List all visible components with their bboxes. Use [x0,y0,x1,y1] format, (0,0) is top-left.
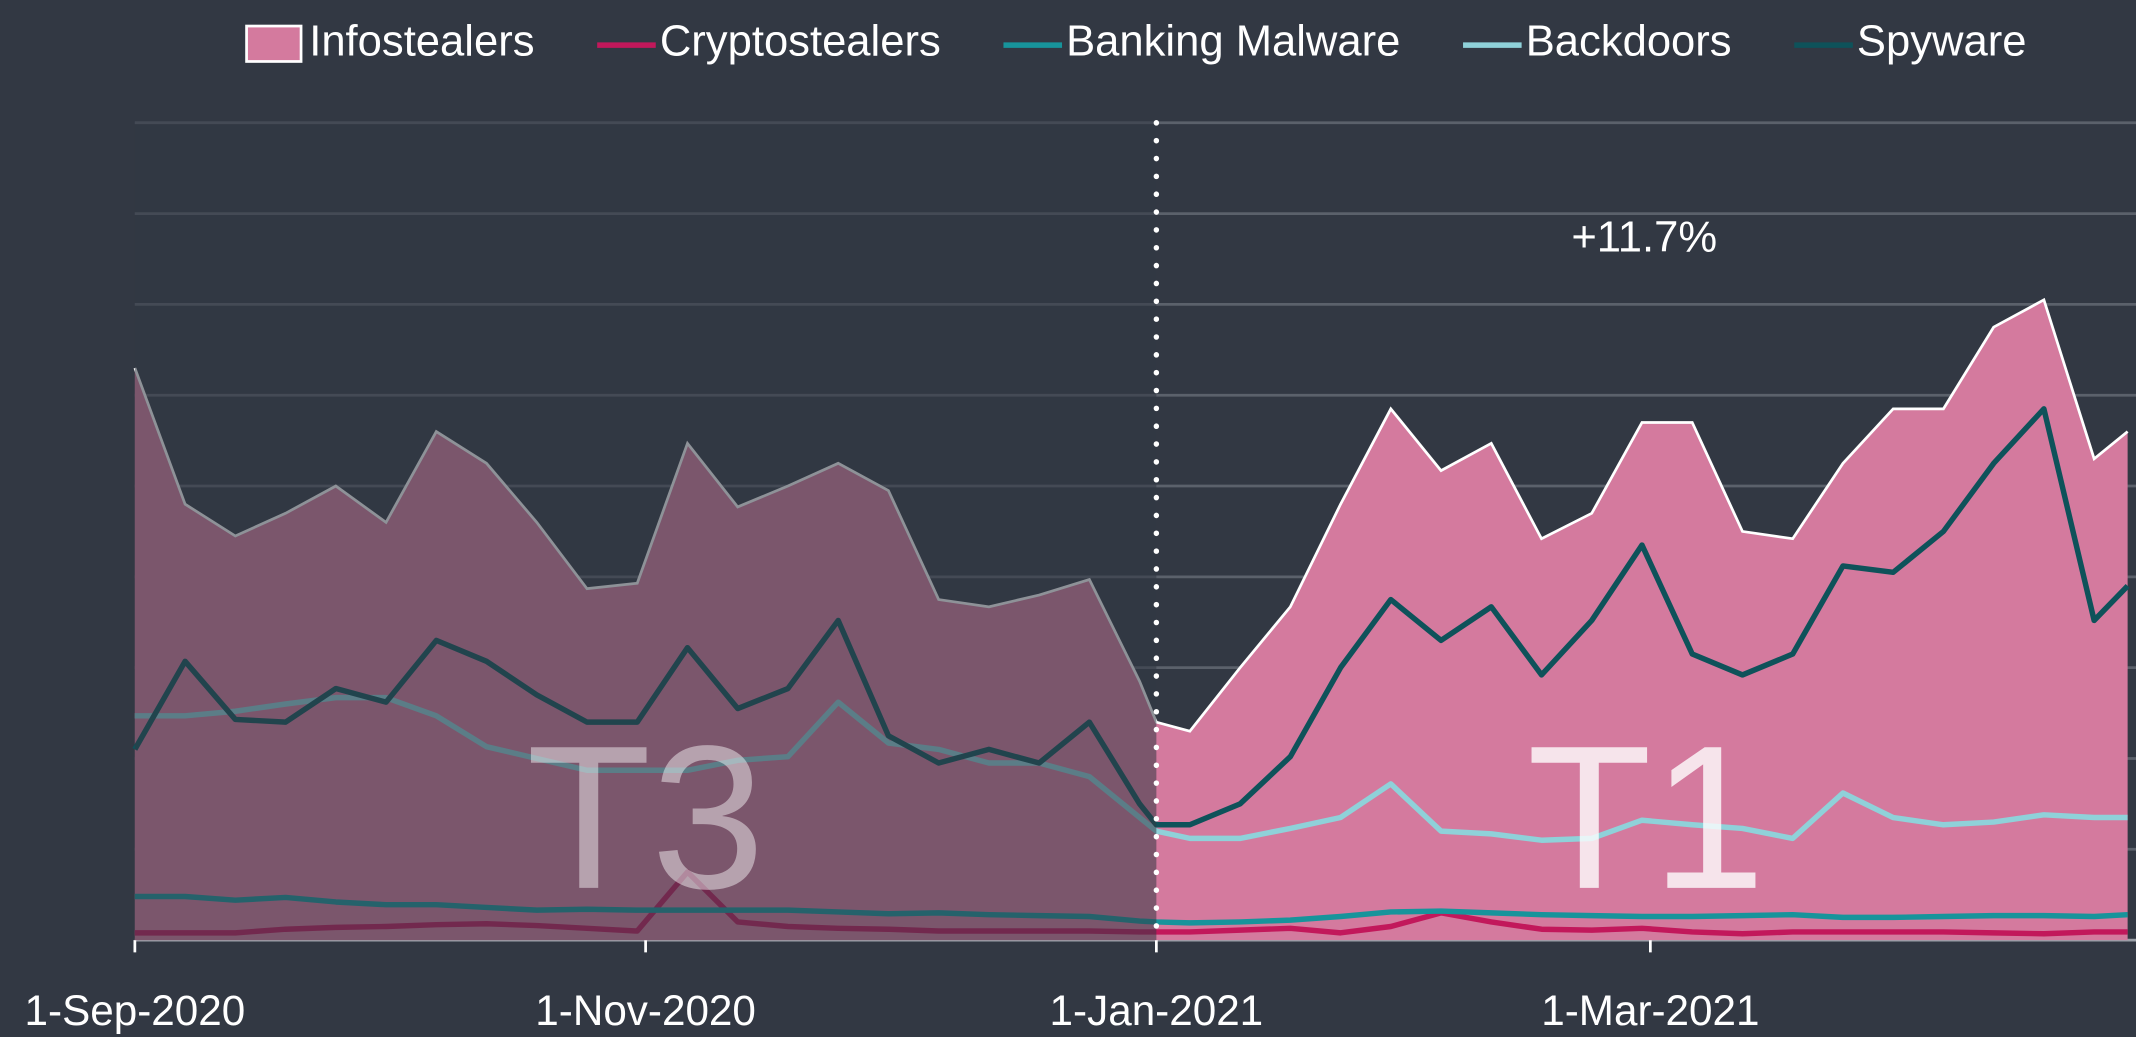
x-tick-label: 1-Jan-2021 [1050,987,1264,1034]
period-label: T1 [1527,704,1765,932]
legend-label: Spyware [1857,17,2027,65]
x-tick-label: 1-Sep-2020 [25,987,246,1034]
legend-swatch [245,24,303,63]
legend-label: Infostealers [309,17,534,65]
legend-label: Backdoors [1526,17,1732,65]
legend: Infostealers Cryptostealers Banking Malwar… [245,17,2027,65]
legend-label: Banking Malware [1066,17,1400,65]
legend-label: Cryptostealers [660,17,941,65]
overlay: T3 T1 +11.7% [134,120,1765,943]
x-tick-label: 1-Nov-2020 [535,987,756,1034]
annotation: +11.7% [1571,213,1717,261]
period-label: T3 [526,704,764,932]
x-tick-label: 1-Mar-2021 [1541,987,1759,1034]
period-shade [134,121,1157,941]
